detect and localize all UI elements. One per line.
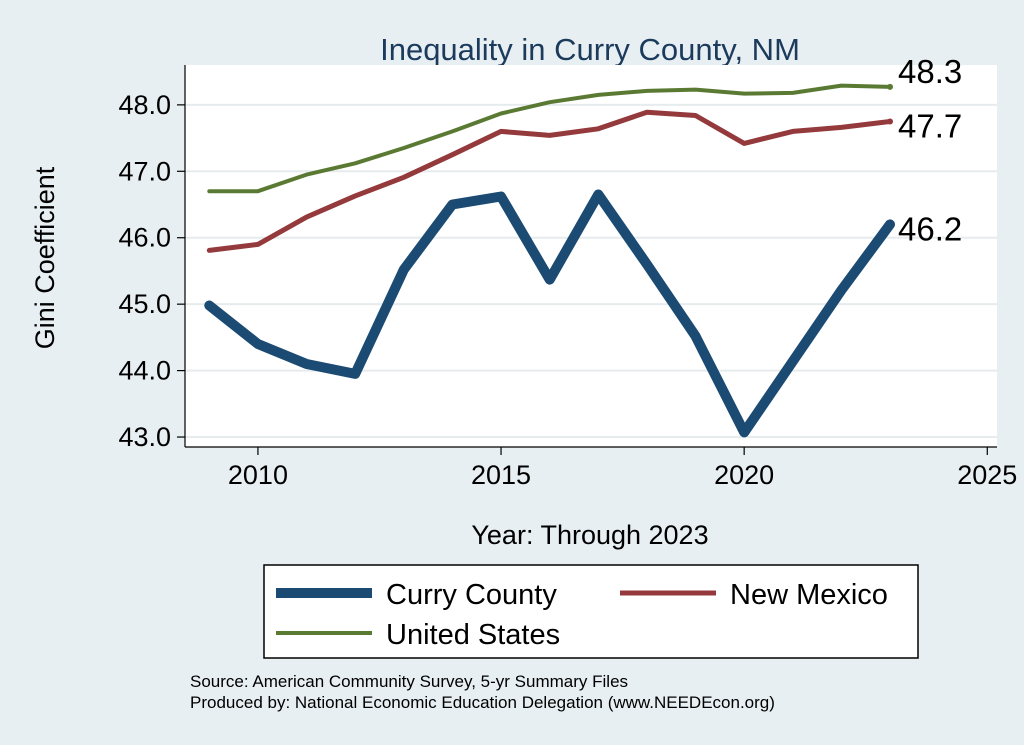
x-axis-label: Year: Through 2023 [471, 520, 708, 550]
series-end-point-united-states [887, 83, 894, 90]
x-tick-label: 2020 [714, 460, 774, 490]
legend-item-united-states: United States [276, 619, 560, 651]
end-label-new-mexico: 47.7 [898, 107, 962, 144]
end-label-united-states: 48.3 [898, 53, 962, 90]
y-tick-label: 48.0 [118, 90, 171, 120]
end-labels: 48.3 47.7 46.2 [898, 53, 962, 248]
series-line-new-mexico [206, 109, 893, 253]
series-line-united-states [207, 83, 892, 194]
legend-label-united-states: United States [386, 619, 560, 651]
series-end-point-curry-county [887, 221, 894, 228]
x-ticks: 2010 2015 2020 2025 [228, 447, 1017, 490]
legend-label-curry-county: Curry County [386, 579, 557, 611]
producer-note: Produced by: National Economic Education… [190, 693, 775, 712]
x-tick-label: 2015 [471, 460, 531, 490]
y-tick-label: 47.0 [118, 156, 171, 186]
x-tick-label: 2025 [957, 460, 1017, 490]
end-label-curry-county: 46.2 [898, 210, 962, 247]
y-axis-label: Gini Coefficient [30, 166, 60, 349]
y-tick-label: 43.0 [118, 422, 171, 452]
legend-item-curry-county: Curry County [276, 579, 557, 611]
series-end-point-new-mexico [887, 118, 894, 125]
chart-title: Inequality in Curry County, NM [380, 32, 800, 67]
x-tick-label: 2010 [228, 460, 288, 490]
y-tick-label: 44.0 [118, 356, 171, 386]
source-note: Source: American Community Survey, 5-yr … [190, 672, 628, 691]
y-ticks: 43.0 44.0 45.0 46.0 47.0 48.0 [118, 90, 185, 452]
y-tick-label: 46.0 [118, 223, 171, 253]
series-line-curry-county [204, 189, 895, 438]
legend-item-new-mexico: New Mexico [620, 579, 888, 611]
legend-box [263, 564, 919, 659]
series-lines [204, 83, 895, 438]
y-tick-label: 45.0 [118, 289, 171, 319]
legend-label-new-mexico: New Mexico [730, 579, 888, 611]
